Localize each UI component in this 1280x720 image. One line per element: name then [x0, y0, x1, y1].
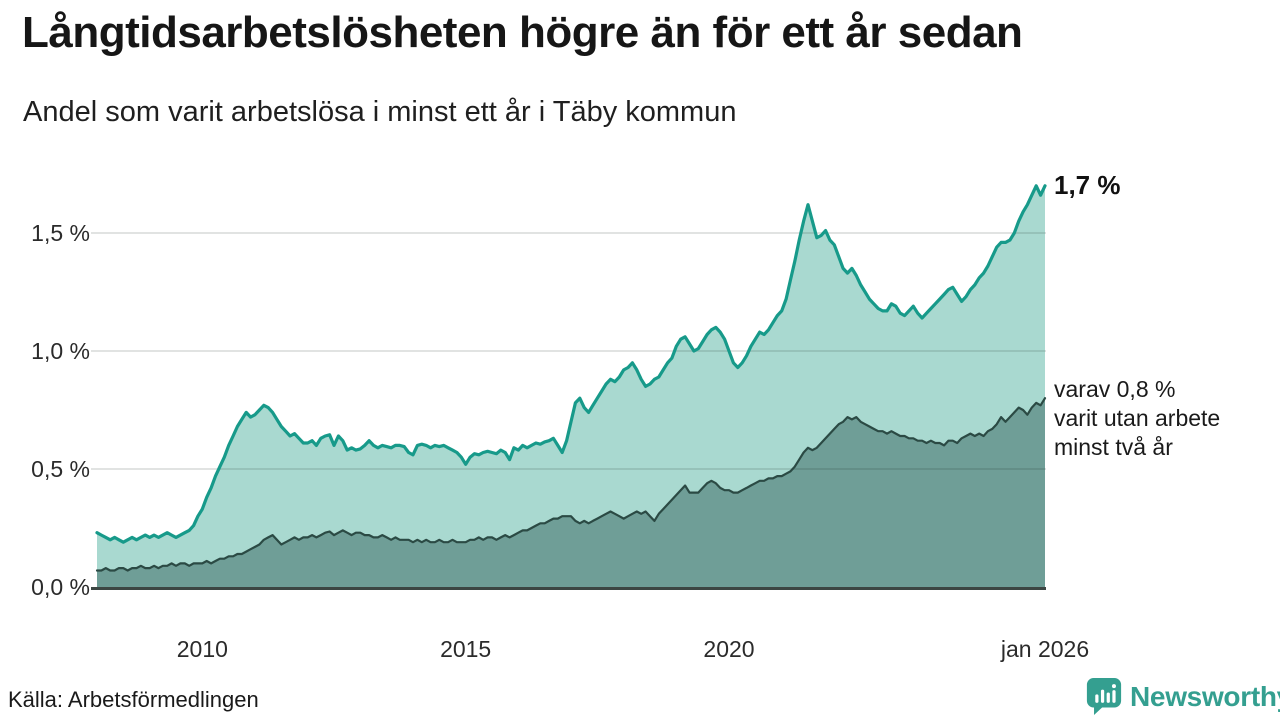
x-tick-label: jan 2026: [1000, 636, 1090, 662]
newsworthy-bubble-barchart-icon: [1086, 678, 1122, 716]
y-tick-label: 0,0 %: [31, 574, 90, 600]
series-line-2yr: [95, 397, 1047, 572]
y-tick-label: 1,0 %: [31, 338, 90, 364]
source-attribution: Källa: Arbetsförmedlingen: [8, 687, 259, 712]
y-tick-label: 1,5 %: [31, 220, 90, 246]
newsworthy-wordmark: Newsworthy: [1130, 681, 1280, 712]
newsworthy-logo: Newsworthy: [1085, 677, 1280, 717]
x-tick-label: 2015: [440, 636, 492, 662]
area-fill-2yr: [97, 398, 1045, 587]
latest-value-annotation: 1,7 %: [1054, 170, 1121, 200]
annotation-line: varav 0,8 %: [1054, 376, 1176, 402]
annotation-line: minst två år: [1054, 434, 1173, 460]
chart-subtitle: Andel som varit arbetslösa i minst ett å…: [23, 96, 737, 128]
series-line-1yr: [95, 184, 1047, 544]
x-tick-label: 2020: [703, 636, 755, 662]
annotation-line: varit utan arbete: [1054, 405, 1221, 431]
secondary-series-annotation: varav 0,8 % varit utan arbete minst två …: [1054, 375, 1220, 462]
page-title: Långtidsarbetslösheten högre än för ett …: [22, 8, 1023, 57]
y-tick-label: 0,5 %: [31, 456, 90, 482]
x-tick-label: 2010: [176, 636, 228, 662]
